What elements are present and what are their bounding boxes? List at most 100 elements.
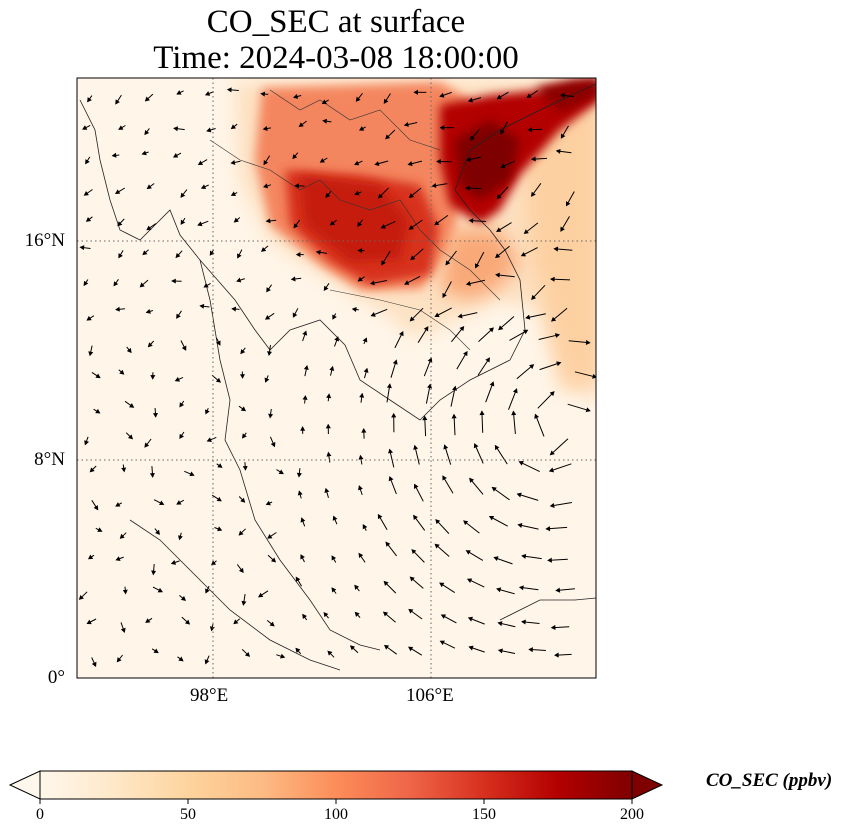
wind-arrowhead [383, 98, 389, 104]
wind-arrowhead [241, 600, 247, 606]
wind-arrowhead [326, 451, 332, 457]
wind-arrowhead [91, 661, 97, 668]
wind-arrowhead [525, 314, 531, 320]
wind-arrowhead [115, 99, 120, 105]
west-coast [79, 99, 381, 651]
wind-vectors [78, 87, 596, 668]
wind-arrow [517, 493, 539, 501]
wind-arrowhead [155, 529, 160, 535]
wind-arrowhead [178, 656, 184, 662]
coastlines [79, 83, 596, 671]
wind-arrowhead [521, 553, 527, 559]
wind-arrowhead [496, 587, 502, 593]
wind-arrowhead [399, 330, 404, 337]
plume-east-light [520, 100, 596, 385]
wind-arrowhead [331, 555, 337, 561]
wind-arrowhead [413, 483, 419, 489]
wind-arrowhead [263, 160, 269, 166]
colorbar-label: CO_SEC (ppbv) [706, 770, 833, 791]
wind-arrowhead [362, 523, 368, 530]
wind-arrowhead [439, 582, 445, 588]
wind-arrowhead [549, 450, 555, 456]
wind-arrowhead [585, 339, 591, 345]
wind-arrowhead [521, 619, 526, 625]
wind-arrow [512, 411, 516, 434]
wind-arrowhead [118, 253, 123, 259]
wind-arrowhead [554, 652, 559, 658]
wind-arrowhead [197, 221, 203, 227]
wind-arrowhead [434, 543, 440, 549]
wind-arrowhead [369, 280, 375, 286]
wind-arrowhead [468, 645, 474, 651]
wind-arrowhead [459, 325, 465, 332]
wind-arrowhead [239, 374, 245, 379]
wind-arrowhead [119, 533, 125, 539]
wind-arrowhead [408, 225, 414, 230]
wind-arrowhead [230, 159, 236, 165]
wind-arrowhead [238, 530, 244, 536]
wind-arrowhead [236, 277, 242, 283]
wind-arrowhead [354, 611, 360, 617]
wind-arrow [519, 461, 540, 473]
wind-arrowhead [479, 410, 485, 416]
concentration-field [79, 78, 596, 671]
wind-arrowhead [226, 87, 232, 93]
wind-arrowhead [296, 472, 302, 478]
wind-arrowhead [427, 383, 433, 389]
wind-arrowhead [152, 412, 159, 418]
wind-arrowhead [293, 223, 299, 229]
wind-arrowhead [530, 191, 536, 197]
wind-arrowhead [173, 126, 178, 132]
wind-arrowhead [550, 624, 556, 631]
wind-arrowhead [566, 201, 571, 207]
plume-south-patch [390, 300, 435, 335]
wind-arrowhead [391, 412, 397, 418]
wind-arrowhead [206, 127, 212, 133]
wind-arrowhead [115, 306, 120, 312]
wind-arrowhead [146, 225, 152, 231]
wind-arrowhead [93, 505, 99, 511]
wind-arrowhead [180, 192, 186, 198]
wind-arrowhead [240, 406, 247, 412]
wind-arrowhead [359, 392, 365, 398]
wind-arrowhead [241, 433, 247, 439]
wind-arrowhead [385, 541, 391, 547]
wind-arrowhead [407, 161, 413, 167]
wind-arrowhead [197, 160, 204, 166]
wind-arrowhead [144, 96, 150, 102]
wind-arrowhead [204, 91, 211, 96]
wind-arrowhead [516, 492, 522, 498]
wind-arrowhead [144, 130, 150, 136]
wind-arrowhead [325, 423, 331, 429]
wind-arrowhead [171, 278, 176, 284]
wind-arrowhead [178, 535, 183, 541]
wind-arrowhead [326, 393, 332, 399]
colorbar-tick-100: 100 [324, 806, 348, 823]
wind-arrowhead [262, 125, 268, 131]
wind-arrowhead [115, 502, 121, 507]
colorbar-tick-0: 0 [36, 806, 44, 823]
wind-arrowhead [200, 184, 207, 189]
wind-arrowhead [240, 497, 246, 503]
wind-arrowhead [266, 287, 271, 293]
wind-arrowhead [179, 433, 184, 439]
wind-arrowhead [354, 190, 360, 196]
title-line-2: Time: 2024-03-08 18:00:00 [153, 40, 519, 76]
lat-label-0: 0° [47, 667, 65, 688]
wind-arrowhead [327, 650, 333, 656]
wind-arrowhead [357, 221, 363, 227]
wind-arrowhead [141, 150, 147, 156]
colorbar-tick-50: 50 [180, 806, 196, 823]
wind-arrowhead [523, 329, 529, 335]
wind-arrowhead [531, 294, 537, 300]
wind-arrowhead [298, 122, 304, 128]
wind-arrowhead [464, 185, 470, 191]
wind-arrowhead [116, 657, 122, 663]
wind-arrowhead [386, 383, 392, 389]
wind-arrowhead [82, 125, 88, 130]
wind-arrowhead [436, 158, 441, 165]
wind-arrowhead [388, 448, 394, 454]
wind-arrowhead [260, 247, 267, 252]
wind-arrowhead [496, 194, 502, 200]
wind-arrowhead [445, 260, 451, 266]
